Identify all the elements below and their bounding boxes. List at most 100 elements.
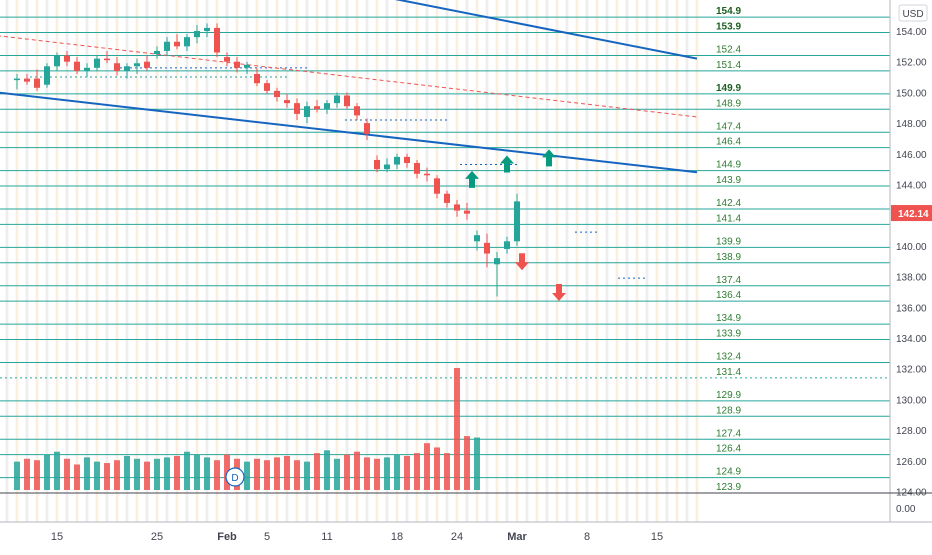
volume-bar <box>154 458 160 490</box>
candle-body <box>154 50 160 55</box>
level-label: 154.9 <box>716 6 741 17</box>
volume-bar <box>384 457 390 490</box>
candle-body <box>364 123 370 134</box>
candle-body <box>424 173 430 176</box>
volume-bar <box>44 454 50 490</box>
time-tick: Feb <box>217 531 237 543</box>
level-label: 131.4 <box>716 367 741 378</box>
volume-bar <box>24 458 30 490</box>
level-label: 127.4 <box>716 428 741 439</box>
time-tick: 11 <box>321 531 332 543</box>
price-tick: 144.00 <box>896 181 927 192</box>
candle-body <box>84 67 90 71</box>
candle-body <box>214 27 220 53</box>
candle-body <box>314 106 320 110</box>
level-label: 138.9 <box>716 252 741 263</box>
price-tick: 138.00 <box>896 273 927 284</box>
current-price-badge <box>891 205 932 222</box>
weekend-shading <box>5 0 699 522</box>
candle-body <box>334 95 340 104</box>
candle-body <box>144 61 150 68</box>
price-tick: 130.00 <box>896 395 927 406</box>
candle-body <box>484 242 490 254</box>
level-label: 129.9 <box>716 390 741 401</box>
volume-bar <box>144 461 150 490</box>
level-label: 126.4 <box>716 444 741 455</box>
candle-body <box>434 178 440 194</box>
volume-bar <box>84 457 90 490</box>
price-tick: 126.00 <box>896 457 927 468</box>
currency-label: USD <box>902 9 923 20</box>
signal-arrows <box>465 149 566 301</box>
price-tick: 148.00 <box>896 119 927 130</box>
currency-box <box>898 4 928 22</box>
candle-body <box>184 37 190 47</box>
level-label: 143.9 <box>716 175 741 186</box>
candle-body <box>494 258 500 265</box>
volume-bar <box>174 455 180 490</box>
up-arrow-icon <box>500 155 514 173</box>
volume-bar <box>344 454 350 490</box>
dashed-trend <box>0 35 698 118</box>
volume-bar <box>214 460 220 490</box>
level-label: 151.4 <box>716 60 741 71</box>
level-label: 139.9 <box>716 236 741 247</box>
volume-bar <box>274 457 280 490</box>
candle-body <box>454 204 460 211</box>
price-tick: 154.00 <box>896 27 927 38</box>
volume-bar <box>14 461 20 490</box>
level-label: 142.4 <box>716 198 741 209</box>
candle-body <box>164 41 170 51</box>
volume-bar <box>374 458 380 490</box>
level-label: 128.9 <box>716 405 741 416</box>
level-label: 148.9 <box>716 98 741 109</box>
time-tick: 18 <box>391 531 403 543</box>
candle-body <box>274 90 280 98</box>
volume-bar <box>114 460 120 490</box>
candle-body <box>194 31 200 38</box>
candle-body <box>44 66 50 85</box>
trendlines <box>0 0 698 174</box>
volume-bar <box>314 453 320 490</box>
up-arrow-icon <box>465 170 479 188</box>
time-tick: 24 <box>451 531 463 543</box>
candle-body <box>414 163 420 174</box>
candle-body <box>124 66 130 71</box>
level-label: 132.4 <box>716 352 741 363</box>
axis-background <box>890 0 932 550</box>
candle-body <box>344 95 350 107</box>
price-tick: 128.00 <box>896 426 927 437</box>
volume-bar <box>324 450 330 490</box>
candle-body <box>474 235 480 242</box>
price-tick: 146.00 <box>896 150 927 161</box>
candle-body <box>54 55 60 67</box>
up-arrow-icon <box>542 149 556 167</box>
level-label: 144.9 <box>716 160 741 171</box>
level-label: 147.4 <box>716 121 741 132</box>
volume-bar <box>294 460 300 490</box>
candle-body <box>374 159 380 170</box>
candle-body <box>394 156 400 165</box>
candle-body <box>174 41 180 47</box>
down-arrow-icon <box>515 253 529 271</box>
level-label: 134.9 <box>716 313 741 324</box>
volume-bar <box>34 460 40 490</box>
volume-bar <box>404 455 410 490</box>
candle-body <box>64 55 70 62</box>
volume-bar <box>134 458 140 490</box>
price-tick: 152.00 <box>896 58 927 69</box>
candle-body <box>294 103 300 114</box>
volume-bar <box>414 453 420 490</box>
candle-body <box>14 78 20 81</box>
candle-body <box>444 193 450 203</box>
level-label: 149.9 <box>716 83 741 94</box>
level-label: 133.9 <box>716 329 741 340</box>
level-label: 124.9 <box>716 467 741 478</box>
time-tick: 15 <box>651 531 663 543</box>
volume-bar <box>164 457 170 490</box>
level-label: 152.4 <box>716 45 741 56</box>
horizontal-levels: 154.9 153.9 152.4 151.4 149.9 148.9 147.4 146.4… <box>0 6 890 494</box>
